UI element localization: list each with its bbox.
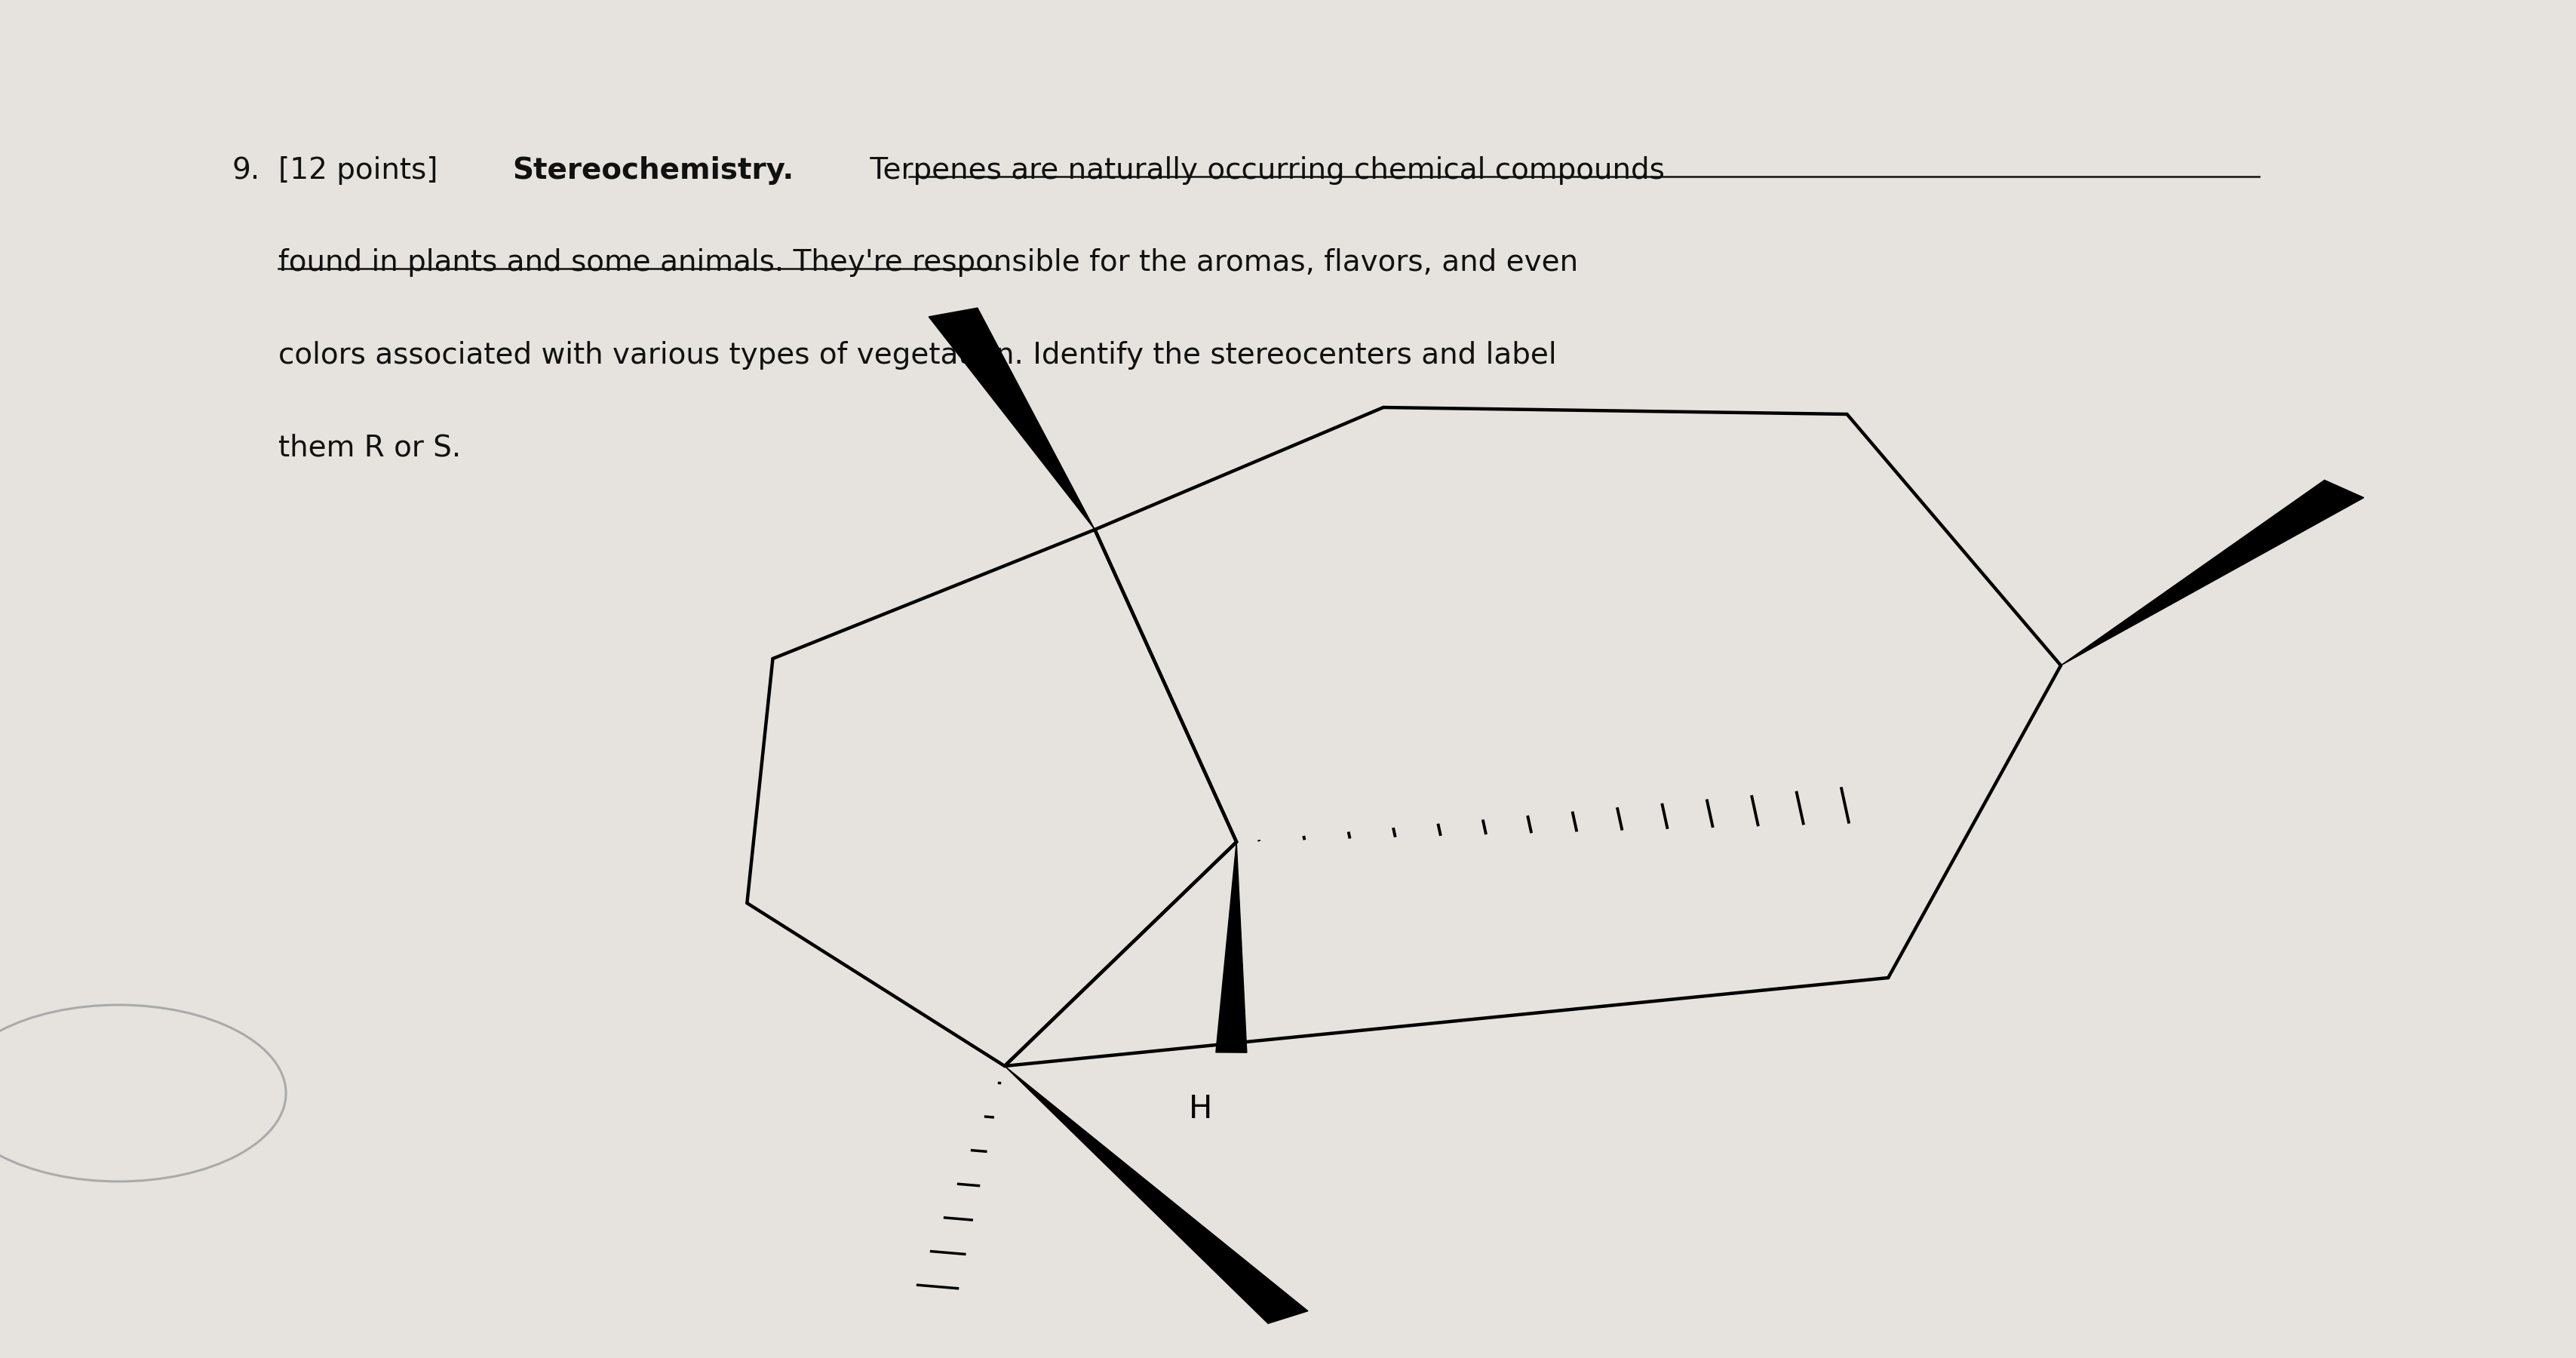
Polygon shape (930, 308, 1095, 530)
Polygon shape (1005, 1066, 1309, 1324)
Polygon shape (1216, 842, 1247, 1052)
Text: [12 points]: [12 points] (278, 156, 448, 185)
Text: them R or S.: them R or S. (278, 433, 461, 462)
Text: Terpenes are naturally occurring chemical compounds: Terpenes are naturally occurring chemica… (860, 156, 1664, 185)
Text: Stereochemistry.: Stereochemistry. (513, 156, 793, 185)
Text: 9.: 9. (232, 156, 260, 185)
Text: found in plants and some animals. They're responsible for the aromas, flavors, a: found in plants and some animals. They'r… (278, 249, 1579, 277)
Text: H: H (1188, 1093, 1213, 1124)
Polygon shape (2061, 481, 2365, 665)
Text: colors associated with various types of vegetation. Identify the stereocenters a: colors associated with various types of … (278, 341, 1556, 369)
